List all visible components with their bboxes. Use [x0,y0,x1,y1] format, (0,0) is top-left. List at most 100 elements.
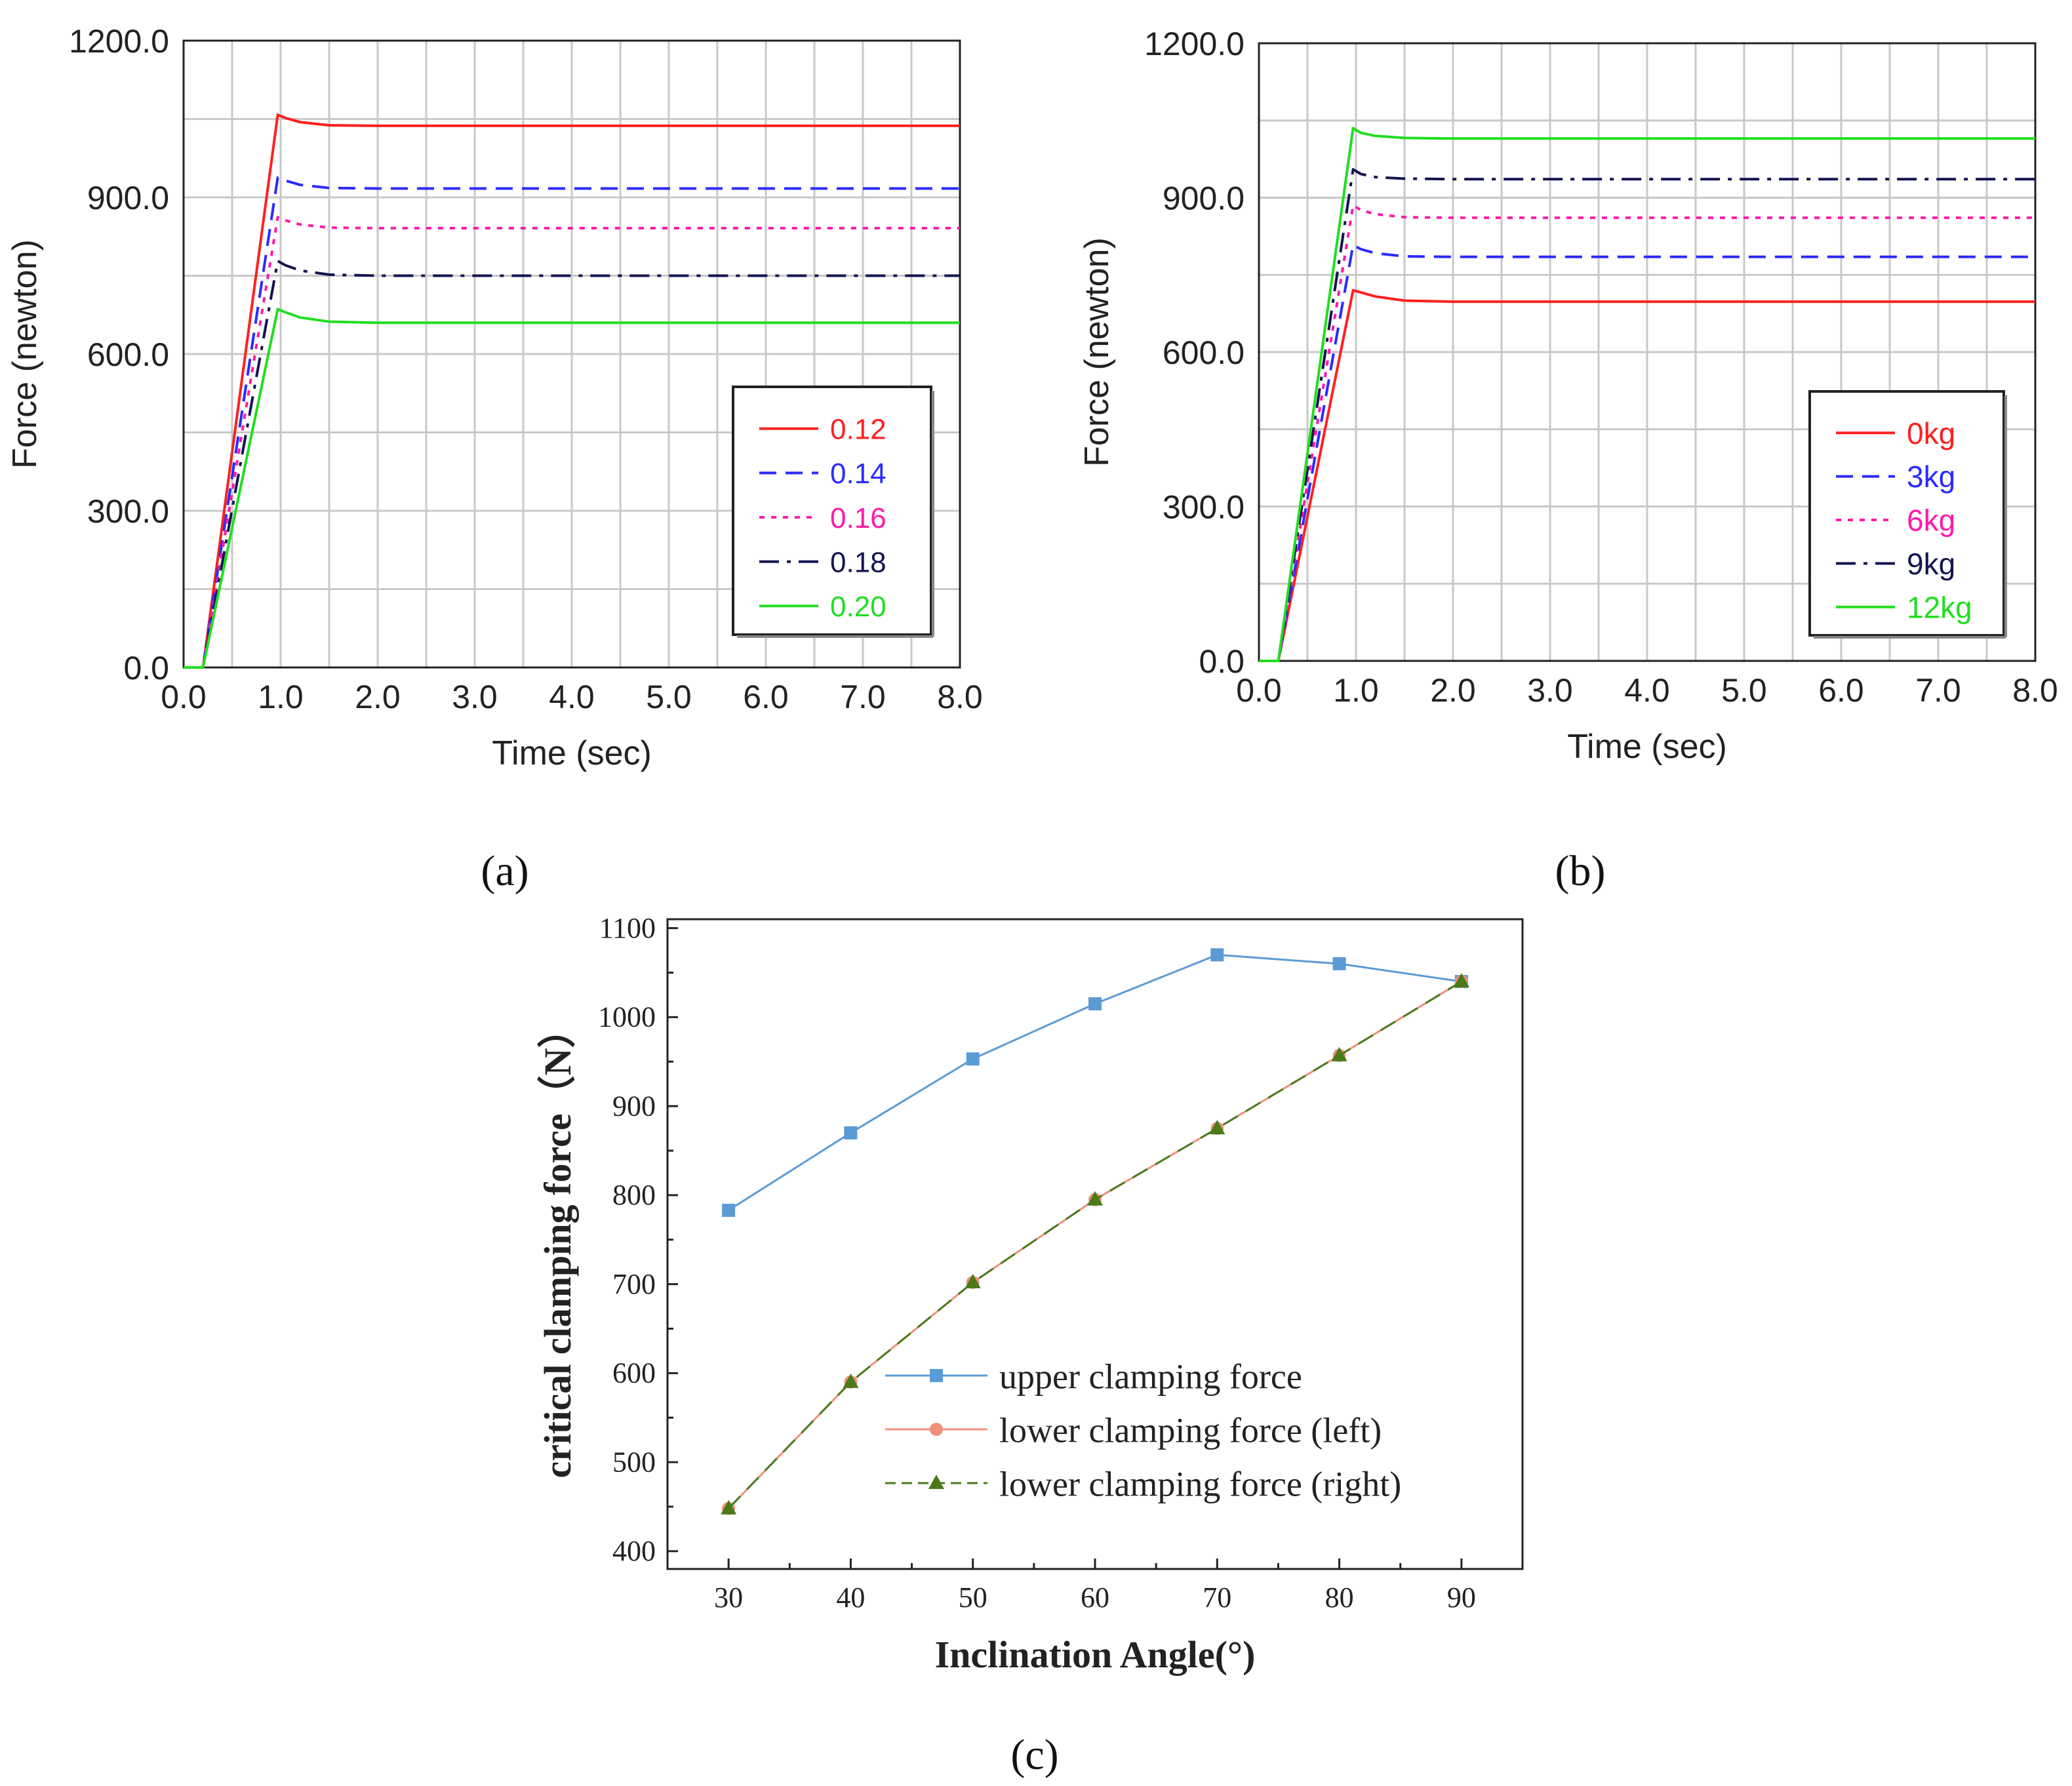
series-line-0kg [1259,288,2035,662]
y-tick-label: 400 [612,1535,656,1567]
y-axis-label: critical clamping force（N） [536,1010,579,1478]
series-group [721,948,1469,1515]
legend-label: 0.16 [830,502,887,534]
data-point-square [966,1052,980,1066]
x-tick-label: 50 [959,1581,987,1614]
panel-label: (b) [1555,847,1606,895]
legend-label: 0kg [1907,416,1955,450]
series-line-0.20 [184,308,960,669]
legend-label: lower clamping force (left) [999,1410,1382,1450]
y-tick-label: 300.0 [87,493,169,530]
legend-label: lower clamping force (right) [999,1464,1401,1503]
data-point-triangle [843,1373,859,1388]
y-tick-label: 800 [612,1179,656,1211]
x-tick-label: 3.0 [1527,672,1573,709]
x-tick-label: 0.0 [1236,672,1282,709]
y-tick-label: 1200.0 [1144,26,1245,62]
legend-label: 9kg [1907,547,1955,581]
x-tick-label: 2.0 [355,679,401,715]
series-group [184,113,960,669]
series-line-0.14 [184,176,960,669]
legend-label: 0.20 [830,591,887,623]
x-tick-label: 30 [714,1581,743,1614]
y-tick-label: 1000 [598,1001,656,1033]
chart-panel-2: 0.0 1.0 2.0 3.0 4.0 5.0 6.0 7.0 8.0 0.0 300.0 600.0… [1078,26,2058,895]
x-tick-label: 7.0 [840,679,886,715]
legend-marker-square [930,1369,943,1382]
y-tick-label: 900.0 [1163,180,1245,217]
data-point-triangle [1331,1046,1347,1062]
data-point-triangle [1087,1191,1103,1206]
y-tick-label: 300.0 [1163,489,1245,526]
legend: 0.12 0.14 0.16 0.18 0.20 [732,386,934,638]
x-tick-label: 40 [836,1581,865,1614]
x-tick-label: 90 [1447,1581,1476,1614]
series-line-3kg [1259,243,2035,662]
y-tick-label: 0.0 [1199,643,1245,680]
data-point-triangle [1209,1120,1225,1135]
legend-label: 0.18 [830,546,887,578]
y-tick-label: 700 [612,1268,656,1300]
x-tick-label: 4.0 [1624,672,1670,709]
legend: upper clamping force lower clamping force… [885,1357,1401,1503]
y-axis-label: Force (newton) [6,239,44,469]
series-group [1259,127,2035,662]
x-tick-label: 1.0 [258,679,304,715]
plot-frame [1258,42,2037,662]
x-tick-label: 3.0 [452,679,498,715]
x-tick-label: 8.0 [937,679,983,715]
data-point-square [722,1203,736,1217]
x-tick-label: 5.0 [646,679,692,715]
data-point-square [1210,948,1224,962]
y-tick-label: 600 [612,1357,656,1389]
x-tick-label: 2.0 [1430,672,1476,709]
legend-label: 3kg [1907,460,1955,494]
x-tick-label: 6.0 [1818,672,1864,709]
x-tick-label: 1.0 [1333,672,1379,709]
legend-label: 0.14 [830,458,887,490]
grid [1259,43,2035,661]
y-tick-label: 1200.0 [69,23,169,60]
x-tick-label: 0.0 [161,679,207,715]
legend-label: upper clamping force [999,1357,1302,1396]
x-axis-label: Time (sec) [492,734,652,772]
data-point-square [1088,997,1102,1010]
x-tick-label: 80 [1325,1581,1354,1614]
legend-label: 6kg [1907,504,1955,538]
chart-panel-1: 0.0 1.0 2.0 3.0 4.0 5.0 6.0 7.0 8.0 0.0 300.0 600.0… [6,23,983,895]
y-tick-label: 900.0 [87,180,169,216]
data-point-triangle [721,1499,737,1515]
panel-label: (c) [1010,1731,1058,1779]
series-line-0.12 [184,113,960,669]
legend-label: 0.12 [830,414,887,446]
legend-label: 12kg [1907,590,1972,624]
y-tick-label: 600.0 [87,336,169,373]
y-tick-label: 900 [612,1090,656,1122]
y-tick-label: 0.0 [123,650,169,686]
x-tick-label: 70 [1203,1581,1231,1614]
data-point-square [844,1126,858,1140]
series-line-upper clamping force [728,953,1462,1212]
chart-panel-3: 30 40 50 60 70 80 90 400 500 600 700 800 900 1000 1100… [536,912,1524,1779]
panel-label: (a) [481,847,528,895]
x-tick-label: 7.0 [1915,672,1961,709]
legend: 0kg 3kg 6kg 9kg 12kg [1808,390,2007,639]
data-point-triangle [1453,973,1469,988]
x-axis-label: Time (sec) [1567,728,1727,766]
y-tick-label: 600.0 [1163,334,1245,371]
legend-marker-triangle [928,1475,944,1489]
y-tick-label: 500 [612,1446,656,1478]
x-axis-label: Inclination Angle(°) [935,1633,1256,1676]
x-tick-label: 4.0 [549,679,595,715]
y-axis-label: Force (newton) [1078,237,1116,467]
series-line-12kg [1259,127,2035,662]
x-tick-label: 5.0 [1721,672,1767,709]
series-line-0.16 [184,216,960,669]
x-tick-label: 6.0 [743,679,789,715]
plot-frame [182,39,961,669]
legend-marker-circle [930,1423,943,1436]
series-line-0.18 [184,260,960,669]
x-tick-label: 60 [1081,1581,1109,1614]
y-tick-label: 1100 [599,912,656,944]
